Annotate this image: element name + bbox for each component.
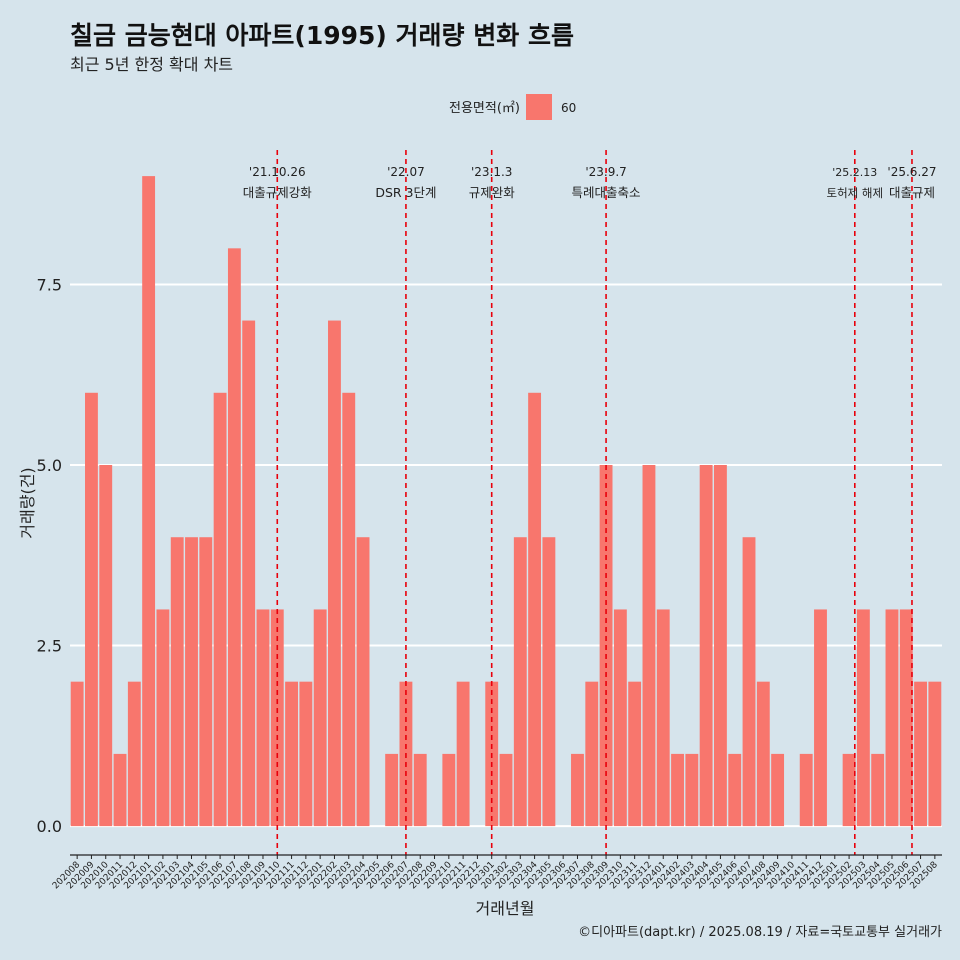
bar: [528, 392, 542, 827]
bar: [242, 320, 256, 827]
bar: [814, 609, 827, 827]
bar: [70, 681, 84, 827]
event-name-label: 대출규제: [889, 185, 935, 200]
bar: [713, 465, 727, 827]
bar: [442, 753, 456, 827]
bar: [170, 537, 184, 827]
bar: [328, 320, 341, 827]
bar: [771, 753, 785, 827]
legend-label: 60: [561, 101, 576, 115]
bar: [799, 753, 813, 827]
event-name-label: 대출규제강화: [243, 185, 313, 200]
bar: [227, 248, 241, 827]
event-date-label: '21.10.26: [249, 165, 306, 179]
bar: [142, 176, 156, 827]
bar: [871, 753, 885, 827]
bar: [313, 609, 327, 827]
bar: [199, 537, 213, 827]
bar: [928, 681, 942, 827]
y-tick-label: 5.0: [37, 456, 62, 475]
bar: [856, 609, 870, 827]
legend: 전용면적(㎡) 60: [449, 94, 576, 120]
y-tick-label: 2.5: [37, 637, 62, 656]
bar: [542, 537, 556, 827]
bar: [113, 753, 127, 827]
y-tick-label: 0.0: [37, 817, 62, 836]
bar: [699, 465, 713, 827]
bar: [842, 753, 856, 827]
x-axis-title: 거래년월: [476, 899, 535, 918]
bar: [299, 681, 313, 827]
bar: [185, 537, 198, 827]
y-axis: 0.0 2.5 5.0 7.5: [37, 275, 62, 836]
event-lines: '21.10.26 대출규제강화 '22.07 DSR 3단계 '23.1.3 규제완화 '…: [243, 150, 937, 855]
bar: [656, 609, 670, 827]
bars: [70, 176, 942, 827]
bar: [642, 465, 656, 827]
bar: [914, 681, 927, 827]
event-name-label: 규제완화: [469, 185, 516, 200]
bar: [85, 392, 98, 827]
bar: [99, 465, 113, 827]
event-name-label: 토허제 해제: [827, 186, 884, 200]
bar: [256, 609, 270, 827]
y-axis-title: 거래량(건): [18, 467, 37, 538]
chart-title: 칠금 금능현대 아파트(1995) 거래량 변화 흐름: [70, 21, 574, 50]
bar: [756, 681, 770, 827]
bar: [742, 537, 756, 827]
chart-subtitle: 최근 5년 한정 확대 차트: [70, 55, 233, 74]
bar: [685, 753, 699, 827]
bar: [499, 753, 513, 827]
event-date-label: '23.1.3: [471, 165, 512, 179]
bar: [213, 392, 227, 827]
bar: [585, 681, 599, 827]
bar: [571, 753, 584, 827]
bar: [156, 609, 170, 827]
bar: [613, 609, 627, 827]
legend-title: 전용면적(㎡): [449, 101, 520, 116]
event-name-label: 특례대출축소: [572, 185, 641, 200]
bar: [356, 537, 370, 827]
legend-swatch: [526, 94, 552, 120]
caption: ©디아파트(dapt.kr) / 2025.08.19 / 자료=국토교통부 실…: [578, 925, 942, 940]
bar: [885, 609, 899, 827]
event-date-label: '23.9.7: [585, 165, 626, 179]
bar: [385, 753, 399, 827]
bar: [513, 537, 527, 827]
bar: [728, 753, 742, 827]
bar: [671, 753, 684, 827]
x-axis: 2020082020092020102020112020122021012021…: [51, 854, 942, 891]
bar: [628, 681, 642, 827]
event-date-label: '25.6.27: [887, 165, 936, 179]
bar: [456, 681, 470, 827]
bar: [127, 681, 141, 827]
bar: [285, 681, 299, 827]
event-date-label: '22.07: [387, 165, 425, 179]
bar: [413, 753, 427, 827]
event-name-label: DSR 3단계: [375, 185, 436, 200]
event-date-label: '25.2.13: [832, 166, 877, 179]
bar: [899, 609, 913, 827]
bar: [342, 392, 356, 827]
y-tick-label: 7.5: [37, 275, 62, 294]
